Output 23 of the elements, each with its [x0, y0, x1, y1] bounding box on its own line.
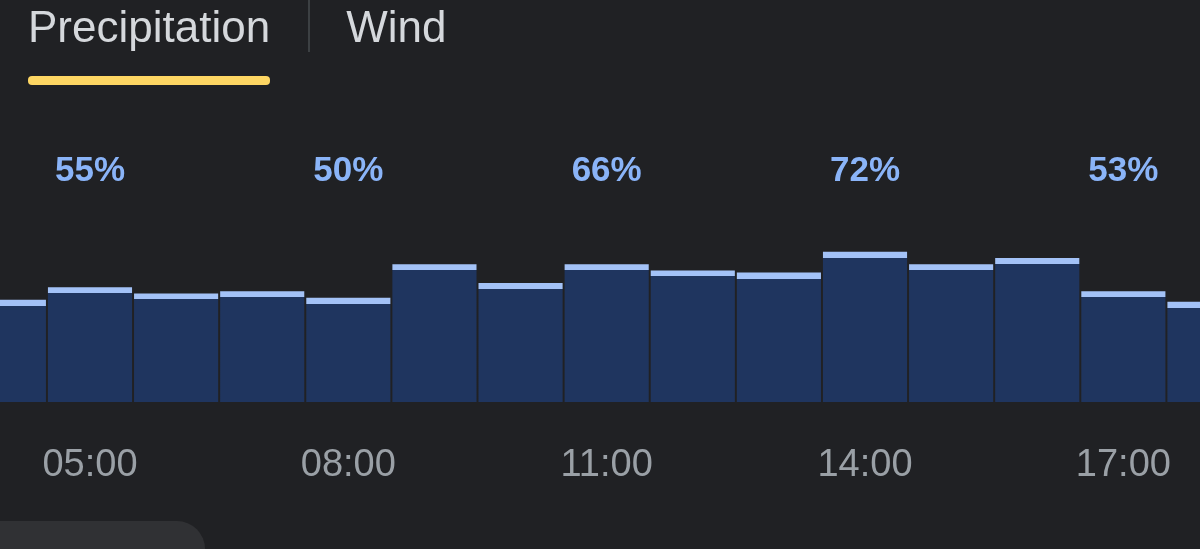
text: Wind	[346, 1, 447, 51]
bar	[392, 264, 477, 402]
bar	[909, 264, 994, 402]
data-label: 72%	[829, 148, 901, 188]
bar	[736, 272, 821, 402]
bar	[564, 264, 649, 402]
data-label: 66%	[571, 148, 642, 188]
bar	[822, 251, 908, 402]
bar	[306, 297, 391, 402]
chart-title: Precipitation	[28, 1, 271, 51]
bar	[134, 293, 219, 402]
data-label: 55%	[54, 148, 126, 188]
bar	[995, 257, 1080, 402]
bar	[650, 270, 735, 402]
bar	[478, 283, 563, 402]
bar	[220, 291, 305, 402]
data-label: 50%	[313, 148, 384, 188]
x-tick-label: 17:00	[1075, 442, 1171, 484]
x-tick-label: 08:00	[300, 442, 396, 484]
x-tick-label: 14:00	[817, 442, 913, 484]
x-tick-label: 05:00	[42, 442, 138, 484]
x-tick-label: 11:00	[560, 442, 653, 484]
data-label: 53%	[1088, 148, 1159, 188]
